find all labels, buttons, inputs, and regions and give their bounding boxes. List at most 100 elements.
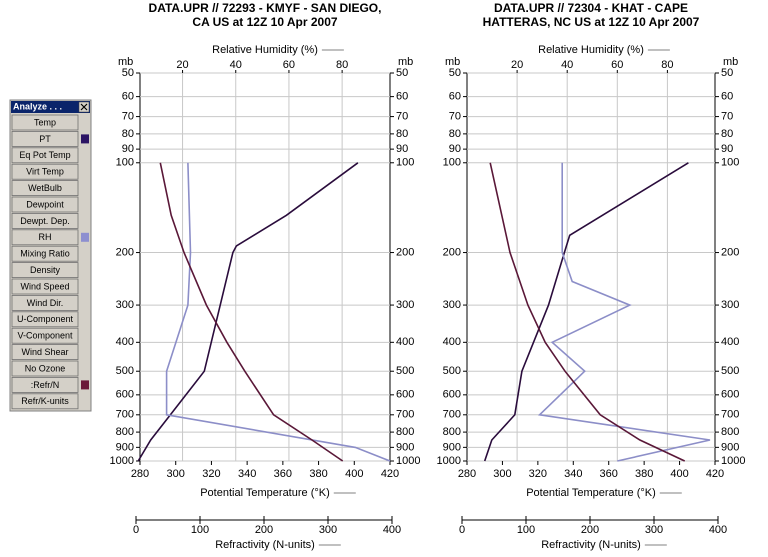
x2-tick-label: 80 bbox=[336, 59, 348, 71]
button[interactable] bbox=[11, 212, 79, 229]
button[interactable] bbox=[11, 180, 79, 197]
button[interactable] bbox=[11, 245, 79, 262]
chart-title: DATA.UPR // 72293 - KMYF - SAN DIEGO, bbox=[149, 1, 382, 15]
button-label[interactable]: RH bbox=[39, 232, 52, 242]
button[interactable] bbox=[11, 147, 79, 164]
profile-line bbox=[137, 162, 359, 462]
button[interactable] bbox=[11, 229, 79, 246]
button-label[interactable]: U-Component bbox=[17, 314, 74, 324]
color-swatch bbox=[81, 134, 89, 144]
x2-tick-label: 60 bbox=[283, 59, 295, 71]
y-tick-label: 100 bbox=[721, 157, 739, 169]
button[interactable] bbox=[11, 262, 79, 279]
x3-tick-label: 300 bbox=[645, 524, 663, 536]
y-tick-label: 300 bbox=[443, 299, 461, 311]
y-tick-label: 100 bbox=[116, 157, 134, 169]
button[interactable] bbox=[11, 344, 79, 361]
button-label[interactable]: Density bbox=[30, 265, 61, 275]
y-tick-label: 700 bbox=[721, 409, 739, 421]
y-tick-label: 700 bbox=[116, 409, 134, 421]
button-label[interactable]: Temp bbox=[34, 117, 56, 127]
y-tick-label: 400 bbox=[721, 336, 739, 348]
chart-title: CA US at 12Z 10 Apr 2007 bbox=[192, 15, 337, 29]
x2-axis-label: Relative Humidity (%) bbox=[212, 44, 318, 56]
button[interactable] bbox=[11, 114, 79, 131]
button-label[interactable]: Virt Temp bbox=[26, 167, 64, 177]
button-label[interactable]: PT bbox=[39, 134, 51, 144]
button[interactable] bbox=[11, 294, 79, 311]
profile-line bbox=[489, 162, 686, 462]
y-tick-label: 60 bbox=[122, 91, 134, 103]
y-axis-label: mb bbox=[398, 56, 413, 68]
y-axis-label: mb bbox=[118, 56, 133, 68]
button-label[interactable]: Wind Speed bbox=[20, 281, 69, 291]
y-tick-label: 500 bbox=[721, 365, 739, 377]
y-tick-label: 70 bbox=[122, 110, 134, 122]
y-tick-label: 300 bbox=[396, 299, 414, 311]
close-icon bbox=[80, 103, 88, 111]
button-label[interactable]: Eq Pot Temp bbox=[19, 150, 70, 160]
x3-tick-label: 200 bbox=[581, 524, 599, 536]
button[interactable] bbox=[11, 311, 79, 328]
button[interactable] bbox=[11, 163, 79, 180]
button[interactable] bbox=[11, 327, 79, 344]
button-label[interactable]: Mixing Ratio bbox=[20, 249, 70, 259]
y-tick-label: 200 bbox=[443, 246, 461, 258]
x-tick-label: 400 bbox=[345, 468, 363, 480]
y-tick-label: 70 bbox=[396, 110, 408, 122]
button-label[interactable]: :Refr/N bbox=[31, 380, 60, 390]
y-tick-label: 1000 bbox=[437, 455, 461, 467]
y-tick-label: 900 bbox=[116, 441, 134, 453]
x-tick-label: 300 bbox=[493, 468, 511, 480]
button-label[interactable]: Dewpt. Dep. bbox=[20, 216, 70, 226]
profile-line bbox=[165, 162, 391, 462]
button[interactable] bbox=[11, 130, 79, 147]
button[interactable] bbox=[11, 393, 79, 410]
y-tick-label: 600 bbox=[721, 389, 739, 401]
x3-tick-label: 100 bbox=[191, 524, 209, 536]
y-tick-label: 90 bbox=[122, 143, 134, 155]
y-tick-label: 80 bbox=[449, 128, 461, 140]
x3-tick-label: 200 bbox=[255, 524, 273, 536]
color-swatch bbox=[81, 380, 89, 390]
y-tick-label: 1000 bbox=[721, 455, 745, 467]
panel-titlebar bbox=[11, 101, 90, 113]
button[interactable] bbox=[11, 376, 79, 393]
button-label[interactable]: Wind Dir. bbox=[27, 298, 64, 308]
y-tick-label: 60 bbox=[721, 91, 733, 103]
y-tick-label: 800 bbox=[721, 426, 739, 438]
button[interactable] bbox=[11, 196, 79, 213]
y-tick-label: 80 bbox=[721, 128, 733, 140]
y-tick-label: 400 bbox=[443, 336, 461, 348]
y-tick-label: 800 bbox=[396, 426, 414, 438]
x-tick-label: 380 bbox=[635, 468, 653, 480]
y-tick-label: 90 bbox=[449, 143, 461, 155]
x-tick-label: 280 bbox=[458, 468, 476, 480]
y-tick-label: 900 bbox=[443, 441, 461, 453]
button[interactable] bbox=[11, 360, 79, 377]
x-tick-label: 400 bbox=[670, 468, 688, 480]
button-label[interactable]: Wind Shear bbox=[21, 347, 68, 357]
chart-title: HATTERAS, NC US at 12Z 10 Apr 2007 bbox=[483, 15, 700, 29]
color-swatch bbox=[81, 232, 89, 242]
x-tick-label: 280 bbox=[131, 468, 149, 480]
button-label[interactable]: Dewpoint bbox=[26, 199, 64, 209]
x-tick-label: 340 bbox=[238, 468, 256, 480]
button[interactable] bbox=[11, 278, 79, 295]
button-label[interactable]: Refr/K-units bbox=[21, 396, 69, 406]
button-label[interactable]: WetBulb bbox=[28, 183, 62, 193]
button-label[interactable]: No Ozone bbox=[25, 363, 66, 373]
profile-line bbox=[537, 162, 711, 462]
button-label[interactable]: V-Component bbox=[17, 331, 73, 341]
y-tick-label: 400 bbox=[396, 336, 414, 348]
y-tick-label: 80 bbox=[396, 128, 408, 140]
x2-tick-label: 80 bbox=[661, 59, 673, 71]
chart-title: DATA.UPR // 72304 - KHAT - CAPE bbox=[494, 1, 688, 15]
y-tick-label: 60 bbox=[449, 91, 461, 103]
y-axis-label: mb bbox=[723, 56, 738, 68]
x-tick-label: 380 bbox=[309, 468, 327, 480]
x3-axis-label: Refractivity (N-units) bbox=[541, 539, 641, 551]
y-tick-label: 500 bbox=[116, 365, 134, 377]
x-axis-label: Potential Temperature (°K) bbox=[526, 487, 656, 499]
